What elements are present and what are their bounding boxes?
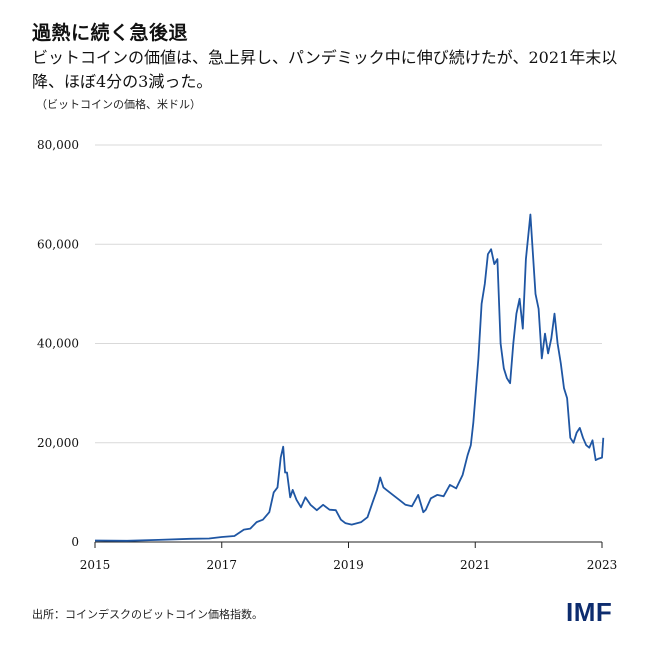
y-tick-label: 60,000 xyxy=(37,237,79,251)
y-tick-label: 20,000 xyxy=(37,436,79,450)
grid-lines xyxy=(95,144,602,444)
source-note: 出所：コインデスクのビットコイン価格指数。 xyxy=(32,608,263,621)
y-tick-label: 0 xyxy=(71,535,79,549)
bitcoin-price-line xyxy=(94,213,605,542)
x-tick-label: 2019 xyxy=(333,558,364,572)
y-axis-ticks: 0 20,000 40,000 60,000 80,000 xyxy=(37,138,79,549)
y-tick-label: 80,000 xyxy=(37,138,79,152)
imf-logo: IMF xyxy=(566,597,613,627)
chart-title: 過熱に続く急後退 xyxy=(32,22,189,44)
x-tick-label: 2023 xyxy=(587,558,618,572)
series-group xyxy=(94,213,605,542)
x-tick-label: 2021 xyxy=(460,558,491,572)
chart-subtitle: ビットコインの価値は、急上昇し、パンデミック中に伸び続けたが、2021年末以降、… xyxy=(32,48,618,91)
x-tick-label: 2017 xyxy=(206,558,237,572)
y-tick-label: 40,000 xyxy=(37,337,79,351)
unit-note: （ビットコインの価格、米ドル） xyxy=(36,98,201,111)
x-tick-label: 2015 xyxy=(80,558,111,572)
x-axis-ticks: 2015 2017 2019 2021 2023 xyxy=(80,542,618,572)
